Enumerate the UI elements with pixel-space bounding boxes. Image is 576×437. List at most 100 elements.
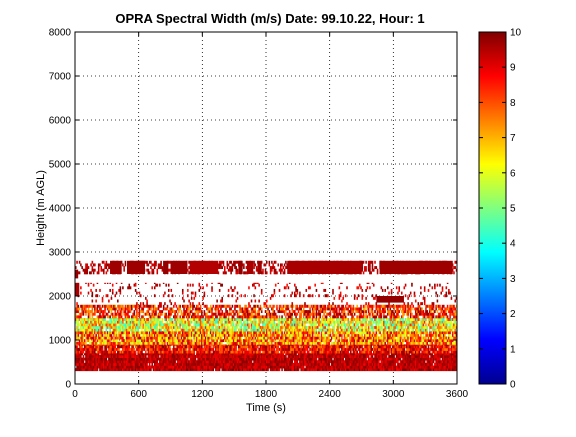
data-cell xyxy=(224,326,226,329)
data-cell xyxy=(188,326,190,329)
data-cell xyxy=(378,360,380,363)
data-cell xyxy=(221,336,223,339)
data-cell xyxy=(279,334,281,337)
data-cell xyxy=(134,348,136,351)
data-cell xyxy=(370,345,372,348)
data-cell xyxy=(318,331,320,334)
data-cell xyxy=(322,331,324,334)
data-cell xyxy=(420,348,422,351)
data-cell xyxy=(114,351,116,354)
data-cell xyxy=(330,331,332,334)
data-cell xyxy=(103,326,105,329)
data-cell xyxy=(444,334,446,337)
data-cell xyxy=(386,355,388,358)
data-cell xyxy=(131,336,133,339)
data-cell xyxy=(337,329,339,332)
data-cell xyxy=(109,329,111,332)
data-cell xyxy=(190,348,192,351)
data-cell xyxy=(328,336,330,339)
data-cell xyxy=(285,355,287,358)
data-cell xyxy=(295,353,297,355)
data-cell xyxy=(341,334,343,337)
data-cell xyxy=(206,331,208,334)
data-cell xyxy=(426,329,428,332)
data-cell xyxy=(377,334,379,337)
data-cell xyxy=(209,339,211,342)
data-cell xyxy=(109,339,111,342)
data-cell xyxy=(291,360,293,363)
data-cell xyxy=(395,329,397,332)
data-cell xyxy=(430,336,432,339)
data-cell xyxy=(297,360,299,363)
data-cell xyxy=(116,331,118,334)
data-cell xyxy=(362,345,364,348)
data-cell xyxy=(321,342,323,345)
data-cell xyxy=(151,363,153,366)
data-cell xyxy=(249,339,251,342)
data-cell xyxy=(271,342,273,345)
data-cell xyxy=(452,334,454,337)
data-cell xyxy=(93,334,95,337)
data-cell xyxy=(102,329,104,332)
data-cell xyxy=(169,345,171,348)
data-cell xyxy=(356,351,358,354)
chart-title: OPRA Spectral Width (m/s) Date: 99.10.22… xyxy=(115,11,424,26)
data-cell xyxy=(274,348,276,351)
data-cell xyxy=(402,342,404,345)
data-cell xyxy=(312,334,314,337)
data-cell xyxy=(401,336,403,339)
data-cell xyxy=(274,339,276,342)
data-cell xyxy=(144,348,146,351)
data-cell xyxy=(304,351,306,354)
data-cell xyxy=(435,336,437,339)
data-cell xyxy=(248,326,250,329)
data-cell xyxy=(384,342,386,345)
data-cell xyxy=(432,342,434,345)
data-cell xyxy=(281,331,283,334)
data-cell xyxy=(114,345,116,348)
data-cell xyxy=(122,336,124,339)
data-cell xyxy=(102,348,104,351)
data-cell xyxy=(122,334,124,337)
data-cell xyxy=(191,336,193,339)
data-cell xyxy=(346,339,348,342)
data-cell xyxy=(219,368,221,371)
data-cell xyxy=(452,329,454,332)
data-cell xyxy=(333,329,335,332)
data-cell xyxy=(191,339,193,342)
data-cell xyxy=(390,345,392,348)
data-cell xyxy=(448,345,450,348)
data-cell xyxy=(150,368,152,371)
data-cell xyxy=(281,368,283,371)
data-cell xyxy=(176,331,178,334)
data-cell xyxy=(213,326,215,329)
data-cell xyxy=(135,353,137,355)
data-cell xyxy=(235,345,237,348)
data-cell xyxy=(336,334,338,337)
data-cell xyxy=(158,355,160,358)
data-cell xyxy=(412,329,414,332)
data-cell xyxy=(216,339,218,342)
data-cell xyxy=(195,358,197,361)
data-cell xyxy=(112,336,114,339)
data-cell xyxy=(308,345,310,348)
data-cell xyxy=(355,348,357,351)
data-cell xyxy=(346,336,348,339)
data-cell xyxy=(85,342,87,345)
data-cell xyxy=(298,345,300,348)
data-cell xyxy=(146,363,148,366)
data-cell xyxy=(428,355,430,358)
data-cell xyxy=(256,348,258,351)
data-cell xyxy=(97,342,99,345)
data-cell xyxy=(409,353,411,355)
data-cell xyxy=(117,339,119,342)
data-cell xyxy=(95,334,97,337)
data-cell xyxy=(395,336,397,339)
data-cell xyxy=(210,345,212,348)
data-cell xyxy=(379,331,381,334)
data-cell xyxy=(169,348,171,351)
data-cell xyxy=(252,336,254,339)
data-cell xyxy=(141,329,143,332)
